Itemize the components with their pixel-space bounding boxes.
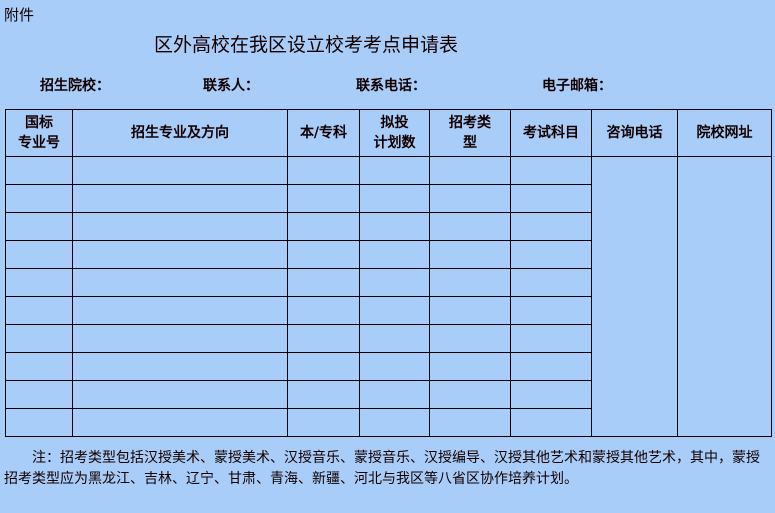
table-cell[interactable] bbox=[359, 380, 430, 409]
table-cell[interactable] bbox=[5, 296, 73, 325]
table-cell[interactable] bbox=[359, 212, 430, 241]
table-cell[interactable] bbox=[287, 184, 360, 213]
header-text: 本/专科 bbox=[299, 125, 348, 141]
table-cell[interactable] bbox=[429, 380, 511, 409]
school-label: 招生院校： bbox=[40, 78, 110, 94]
table-cell[interactable] bbox=[5, 240, 73, 269]
header-text: 拟投 bbox=[380, 115, 409, 131]
table-cell[interactable] bbox=[72, 240, 288, 269]
table-cell[interactable] bbox=[677, 156, 772, 437]
table-cell[interactable] bbox=[510, 156, 592, 185]
table-cell[interactable] bbox=[287, 296, 360, 325]
table-cell[interactable] bbox=[287, 408, 360, 437]
table-cell[interactable] bbox=[359, 156, 430, 185]
table-cell[interactable] bbox=[510, 240, 592, 269]
table-cell[interactable] bbox=[72, 184, 288, 213]
header-text: 专业号 bbox=[18, 135, 60, 151]
table-row bbox=[5, 296, 772, 325]
table-cell[interactable] bbox=[510, 324, 592, 353]
table-cell[interactable] bbox=[510, 268, 592, 297]
column-header: 招考类型 bbox=[429, 109, 511, 157]
table-cell[interactable] bbox=[359, 184, 430, 213]
table-cell[interactable] bbox=[510, 296, 592, 325]
table-cell[interactable] bbox=[429, 324, 511, 353]
phone-label: 联系电话： bbox=[356, 78, 426, 94]
table-cell[interactable] bbox=[429, 212, 511, 241]
column-header: 院校网址 bbox=[677, 109, 772, 157]
table-row bbox=[5, 380, 772, 409]
column-header: 考试科目 bbox=[510, 109, 592, 157]
table-cell[interactable] bbox=[287, 212, 360, 241]
column-header: 本/专科 bbox=[287, 109, 360, 157]
header-text: 招生专业及方向 bbox=[131, 125, 229, 141]
header-text: 考试科目 bbox=[523, 125, 579, 141]
table-cell[interactable] bbox=[359, 408, 430, 437]
table-cell[interactable] bbox=[5, 268, 73, 297]
table-row bbox=[5, 268, 772, 297]
table-cell[interactable] bbox=[429, 184, 511, 213]
table-cell[interactable] bbox=[510, 408, 592, 437]
table-cell[interactable] bbox=[510, 352, 592, 381]
table-cell[interactable] bbox=[429, 352, 511, 381]
header-text: 型 bbox=[463, 135, 477, 151]
table-cell[interactable] bbox=[359, 268, 430, 297]
header-text: 计划数 bbox=[373, 135, 416, 151]
table-cell[interactable] bbox=[72, 156, 288, 185]
column-header: 招生专业及方向 bbox=[72, 109, 288, 157]
page-title: 区外高校在我区设立校考考点申请表 bbox=[154, 34, 459, 56]
table-cell[interactable] bbox=[5, 408, 73, 437]
table-cell[interactable] bbox=[359, 296, 430, 325]
table-cell[interactable] bbox=[72, 324, 288, 353]
table-cell[interactable] bbox=[429, 240, 511, 269]
header-text: 国标 bbox=[25, 115, 53, 131]
table-cell[interactable] bbox=[5, 352, 73, 381]
table-cell[interactable] bbox=[510, 184, 592, 213]
attachment-label: 附件 bbox=[4, 6, 35, 24]
table-cell[interactable] bbox=[72, 352, 288, 381]
table-cell[interactable] bbox=[591, 156, 678, 437]
table-cell[interactable] bbox=[287, 380, 360, 409]
table-row bbox=[5, 324, 772, 353]
table-cell[interactable] bbox=[72, 268, 288, 297]
table-cell[interactable] bbox=[5, 324, 73, 353]
table-cell[interactable] bbox=[429, 296, 511, 325]
table-cell[interactable] bbox=[510, 212, 592, 241]
table-cell[interactable] bbox=[5, 380, 73, 409]
table-cell[interactable] bbox=[429, 408, 511, 437]
application-table: 国标 专业号 招生专业及方向 本/专科 拟投 计划数 招考类型考试科目 咨询电话 院校网址 bbox=[5, 109, 772, 437]
table-row bbox=[5, 408, 772, 437]
table-cell[interactable] bbox=[359, 324, 430, 353]
table-cell[interactable] bbox=[72, 296, 288, 325]
table-cell[interactable] bbox=[5, 156, 73, 185]
table-cell[interactable] bbox=[429, 268, 511, 297]
table-cell[interactable] bbox=[72, 408, 288, 437]
table-cell[interactable] bbox=[287, 352, 360, 381]
header-text: 院校网址 bbox=[696, 125, 753, 141]
table-row bbox=[5, 156, 772, 437]
table-row bbox=[5, 352, 772, 381]
header-text: 咨询电话 bbox=[606, 125, 663, 141]
table-cell[interactable] bbox=[5, 184, 73, 213]
note-text: 注：招考类型包括汉授美术、蒙授美术、汉授音乐、蒙授音乐、汉授编导、汉授其他艺术和… bbox=[4, 450, 760, 487]
table-cell[interactable] bbox=[72, 380, 288, 409]
table-cell[interactable] bbox=[287, 268, 360, 297]
table-cell[interactable] bbox=[287, 324, 360, 353]
table-cell[interactable] bbox=[5, 212, 73, 241]
contact-label: 联系人： bbox=[203, 78, 259, 94]
column-header: 拟投 计划数 bbox=[359, 109, 430, 157]
table-row bbox=[5, 212, 772, 241]
table-cell[interactable] bbox=[72, 212, 288, 241]
table-cell[interactable] bbox=[287, 240, 360, 269]
table-cell[interactable] bbox=[359, 352, 430, 381]
table-cell[interactable] bbox=[429, 156, 511, 185]
header-text: 招考类 bbox=[449, 115, 491, 131]
column-header: 国标 专业号 bbox=[5, 109, 73, 157]
column-header: 咨询电话 bbox=[591, 109, 678, 157]
table-cell[interactable] bbox=[510, 380, 592, 409]
table-cell[interactable] bbox=[359, 240, 430, 269]
email-label: 电子邮箱： bbox=[542, 78, 612, 94]
header-row: 国标 专业号 招生专业及方向 本/专科 拟投 计划数 招考类型考试科目 咨询电话 院校网址 bbox=[5, 109, 772, 157]
table-cell[interactable] bbox=[287, 156, 360, 185]
